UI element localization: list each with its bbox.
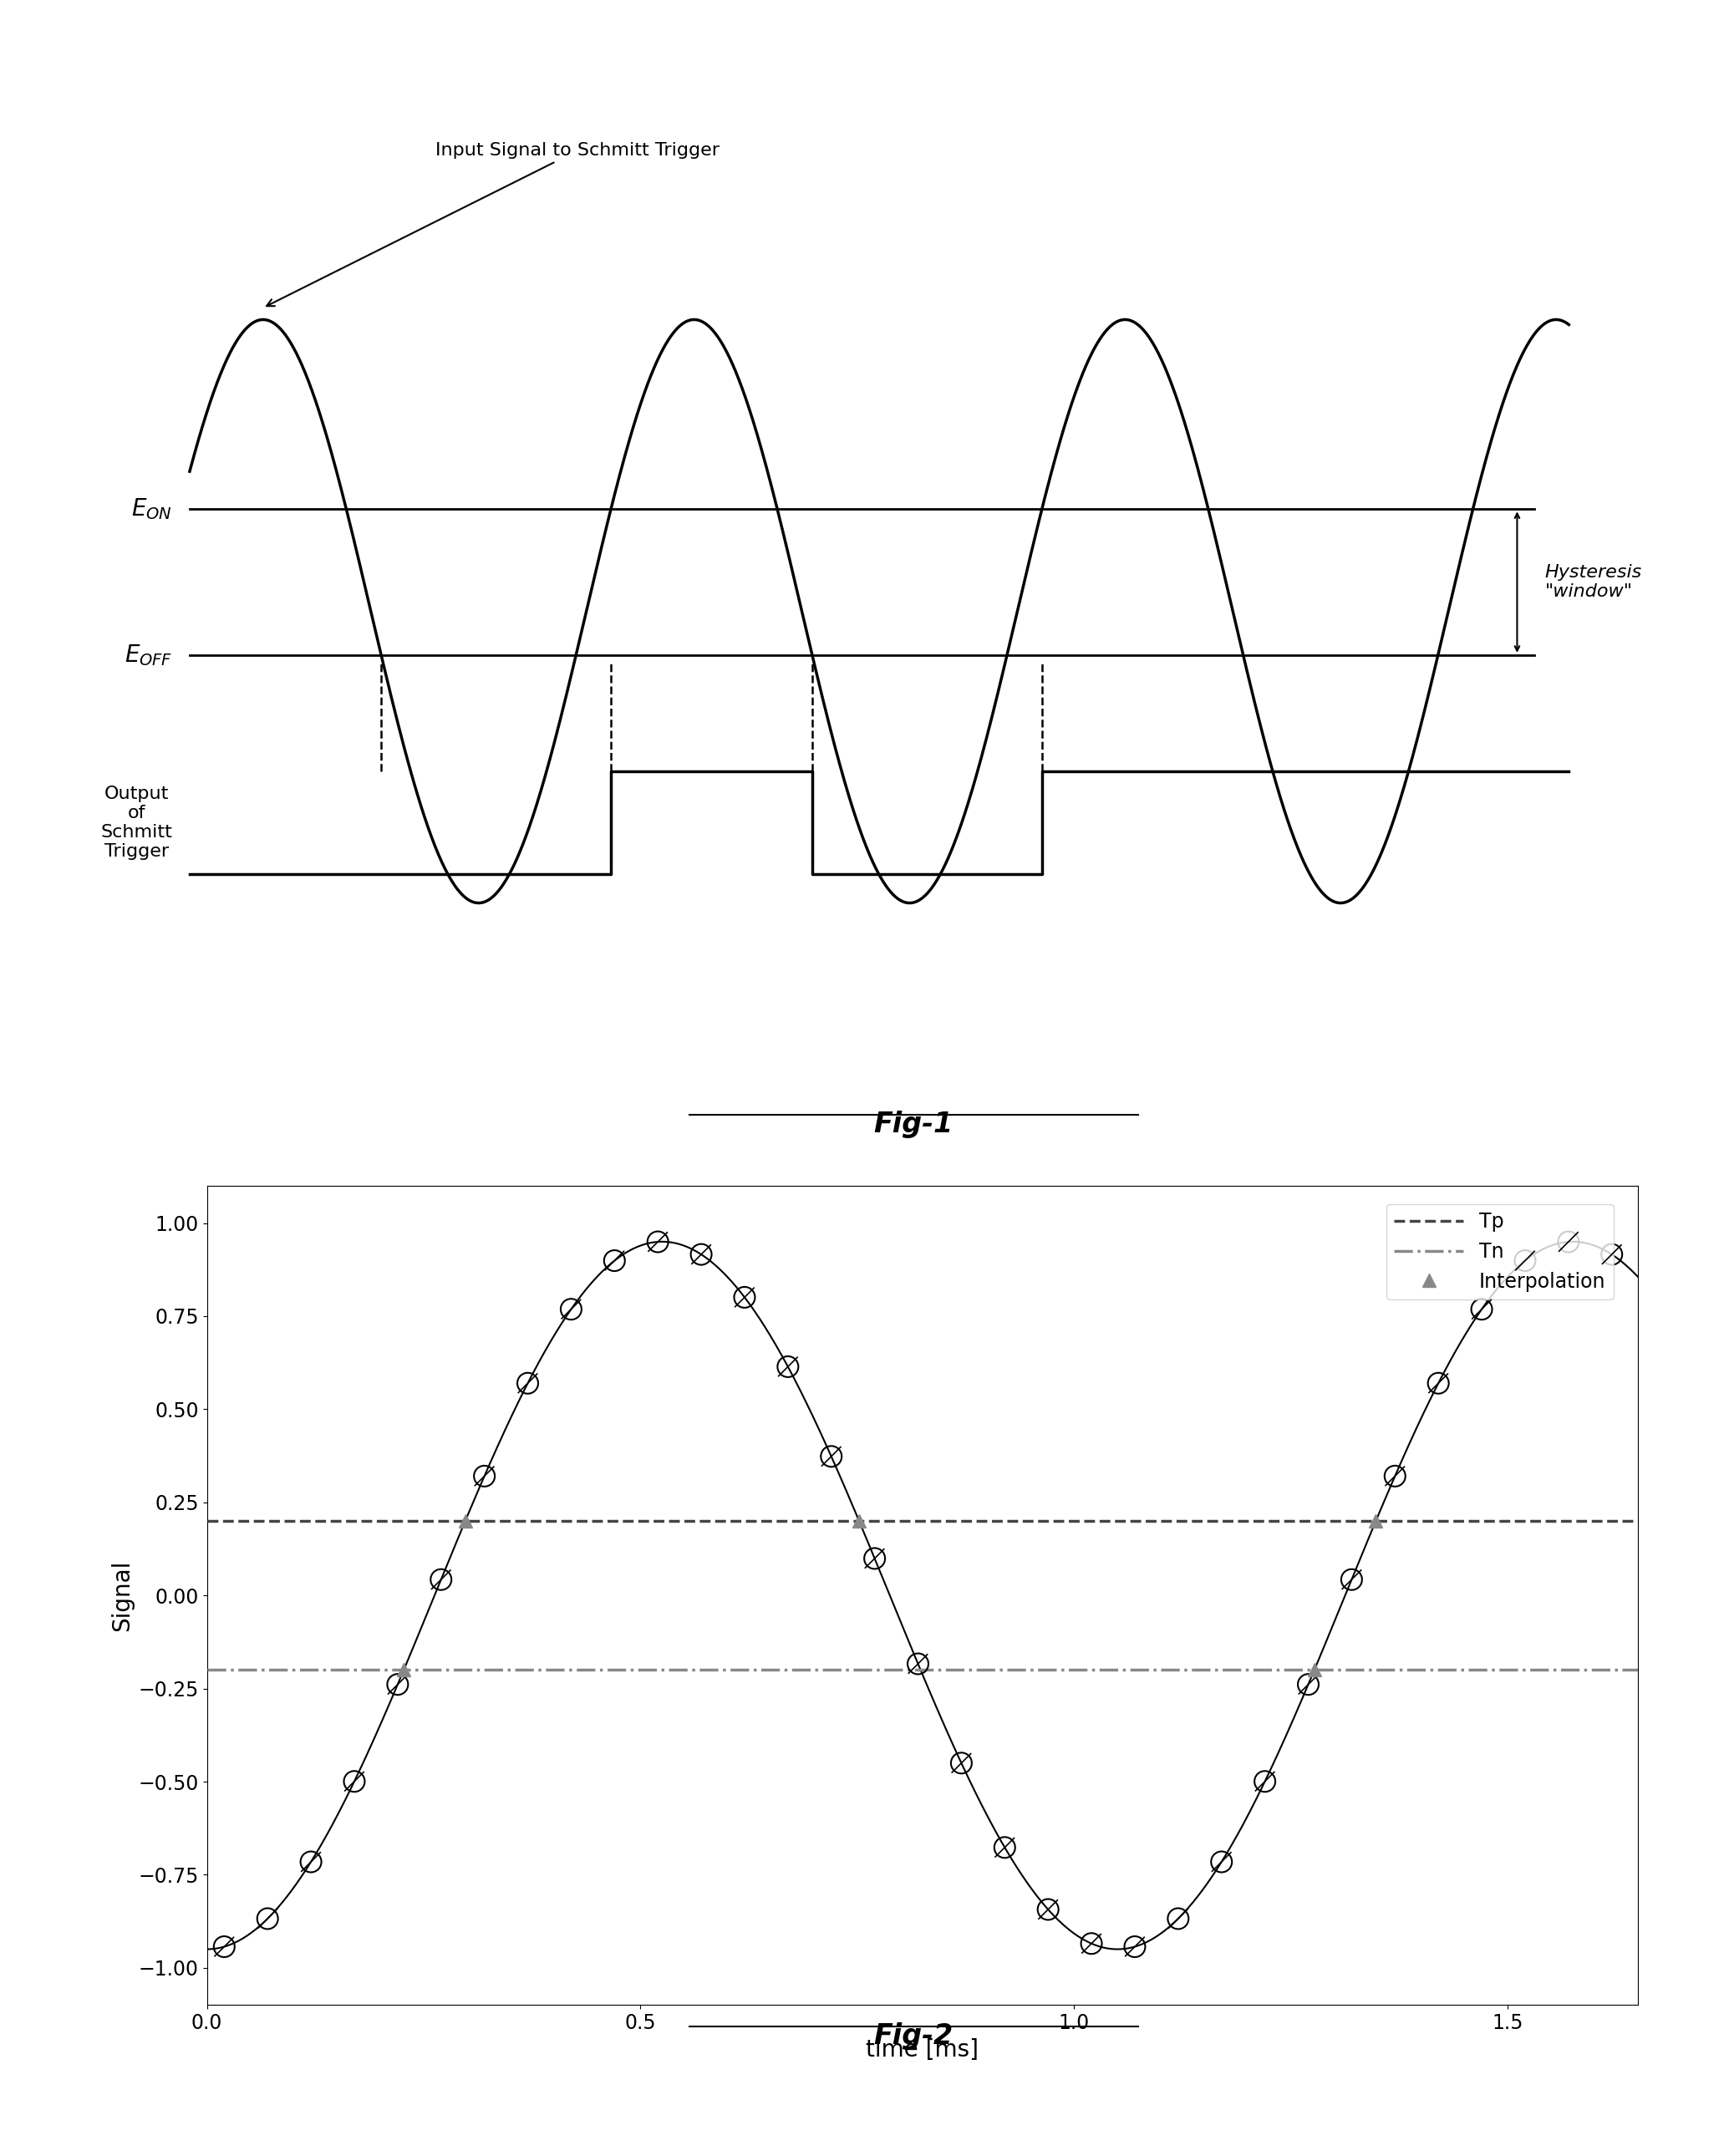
Legend: Tp, Tn, Interpolation: Tp, Tn, Interpolation xyxy=(1386,1203,1614,1300)
Y-axis label: Signal: Signal xyxy=(110,1559,134,1632)
Text: Hysteresis
"window": Hysteresis "window" xyxy=(1545,565,1641,599)
Text: $E_{ON}$: $E_{ON}$ xyxy=(131,496,172,522)
Text: Fig-1: Fig-1 xyxy=(874,1110,953,1138)
Text: $E_{OFF}$: $E_{OFF}$ xyxy=(124,642,172,668)
Text: Output
of
Schmitt
Trigger: Output of Schmitt Trigger xyxy=(100,785,172,860)
Text: Fig-2: Fig-2 xyxy=(874,2022,953,2050)
Text: Input Signal to Schmitt Trigger: Input Signal to Schmitt Trigger xyxy=(267,142,719,306)
X-axis label: time [ms]: time [ms] xyxy=(865,2037,979,2061)
